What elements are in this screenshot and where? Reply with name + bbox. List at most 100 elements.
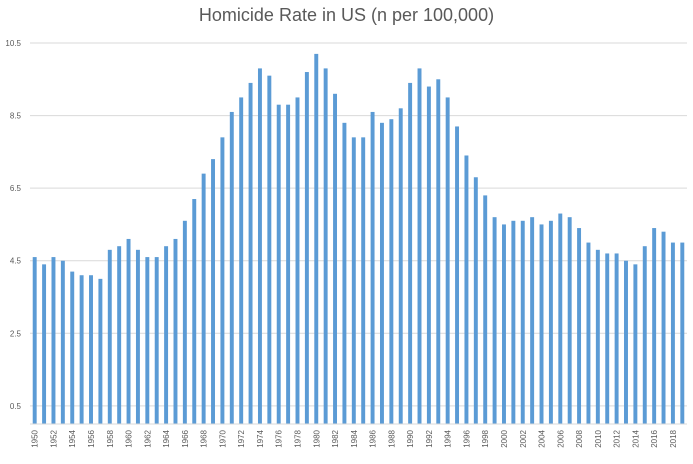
bar-2000 xyxy=(502,224,506,424)
x-tick-label: 1970 xyxy=(218,429,227,447)
bar-1984 xyxy=(351,137,356,425)
bar-1956 xyxy=(89,275,93,424)
bars xyxy=(32,53,685,425)
y-tick-label: 10.5 xyxy=(5,39,21,48)
bar-1970 xyxy=(220,137,225,425)
bar-2013 xyxy=(624,260,628,424)
bar-1979 xyxy=(304,72,309,425)
bar-1991 xyxy=(417,68,422,425)
bar-1960 xyxy=(126,238,131,424)
bar-1961 xyxy=(135,249,140,424)
bar-1959 xyxy=(117,246,122,424)
bar-1963 xyxy=(154,257,159,424)
bar-1990 xyxy=(408,82,413,425)
y-axis-ticks: 0.5 2.5 4.5 6.5 8.5 10.5 xyxy=(5,39,21,411)
x-tick-label: 1966 xyxy=(181,429,190,447)
x-tick-label: 2000 xyxy=(500,429,509,447)
bar-2012 xyxy=(614,253,619,424)
x-tick-label: 1960 xyxy=(125,429,134,447)
x-tick-label: 2014 xyxy=(631,429,640,447)
bar-2019 xyxy=(680,242,685,424)
bar-1997 xyxy=(473,177,478,424)
bar-1987 xyxy=(379,122,384,424)
x-tick-label: 1952 xyxy=(49,429,58,447)
x-tick-label: 2016 xyxy=(650,429,659,447)
bar-1965 xyxy=(173,238,178,424)
bar-1951 xyxy=(42,264,47,424)
bar-1985 xyxy=(361,137,366,425)
x-tick-label: 1984 xyxy=(350,429,359,447)
bar-1996 xyxy=(464,155,469,424)
x-tick-label: 2008 xyxy=(575,429,584,447)
x-axis-ticks: 1950 1952 1954 1956 1958 1960 1962 1964 1966 1968… xyxy=(31,429,678,447)
x-tick-label: 1982 xyxy=(331,429,340,447)
x-tick-label: 1964 xyxy=(162,429,171,447)
x-tick-label: 1992 xyxy=(425,429,434,447)
x-tick-label: 2002 xyxy=(519,429,528,447)
bar-2014 xyxy=(633,264,638,424)
bar-2011 xyxy=(605,253,610,424)
bar-1972 xyxy=(239,97,244,424)
y-tick-label: 8.5 xyxy=(10,112,22,121)
bar-1993 xyxy=(436,79,441,425)
bar-1973 xyxy=(248,82,253,425)
bar-1976 xyxy=(276,104,281,424)
bar-1988 xyxy=(389,119,394,424)
x-tick-label: 1998 xyxy=(481,429,490,447)
x-tick-label: 1974 xyxy=(256,429,265,447)
bar-2016 xyxy=(652,228,657,424)
bar-1952 xyxy=(51,257,56,424)
bar-1995 xyxy=(455,126,460,424)
x-tick-label: 1978 xyxy=(293,429,302,447)
bar-1954 xyxy=(70,271,75,424)
x-tick-label: 1958 xyxy=(106,429,115,447)
bar-1950 xyxy=(32,257,37,424)
x-tick-label: 2018 xyxy=(669,429,678,447)
x-tick-label: 1968 xyxy=(200,429,209,447)
bar-2001 xyxy=(511,220,516,424)
bar-1966 xyxy=(182,220,187,424)
bar-1978 xyxy=(295,97,300,424)
bar-1967 xyxy=(192,199,197,424)
bar-1958 xyxy=(107,249,112,424)
bar-1999 xyxy=(492,217,497,424)
y-tick-label: 4.5 xyxy=(10,257,22,266)
bar-1989 xyxy=(398,108,403,425)
bar-1968 xyxy=(201,173,206,424)
bar-1964 xyxy=(164,246,169,424)
bar-2008 xyxy=(577,228,582,424)
bar-2006 xyxy=(558,213,563,424)
x-tick-label: 1986 xyxy=(369,429,378,447)
x-tick-label: 2010 xyxy=(594,429,603,447)
x-tick-label: 1962 xyxy=(143,429,152,447)
x-tick-label: 1996 xyxy=(462,429,471,447)
x-tick-label: 1950 xyxy=(31,429,40,447)
bar-1953 xyxy=(60,260,65,424)
x-tick-label: 1954 xyxy=(68,429,77,447)
x-tick-label: 2006 xyxy=(556,429,565,447)
bar-2005 xyxy=(548,220,553,424)
bar-2002 xyxy=(520,220,525,424)
bar-2007 xyxy=(567,217,572,424)
y-tick-label: 0.5 xyxy=(10,402,22,411)
bar-1986 xyxy=(370,111,375,424)
bar-1992 xyxy=(426,86,431,425)
x-tick-label: 1972 xyxy=(237,429,246,447)
bar-1983 xyxy=(342,122,347,424)
bar-1980 xyxy=(314,53,319,425)
bar-2015 xyxy=(642,246,647,424)
bar-1955 xyxy=(79,275,84,424)
bar-1971 xyxy=(229,111,234,424)
x-tick-label: 1988 xyxy=(387,429,396,447)
bar-2009 xyxy=(586,242,591,424)
bar-2017 xyxy=(661,231,666,424)
bar-2003 xyxy=(530,217,535,424)
x-tick-label: 2012 xyxy=(613,429,622,447)
x-tick-label: 1980 xyxy=(312,429,321,447)
bar-2010 xyxy=(595,249,600,424)
x-tick-label: 1994 xyxy=(444,429,453,447)
y-tick-label: 2.5 xyxy=(10,329,22,338)
bar-1975 xyxy=(267,75,272,425)
bar-1981 xyxy=(323,68,328,425)
